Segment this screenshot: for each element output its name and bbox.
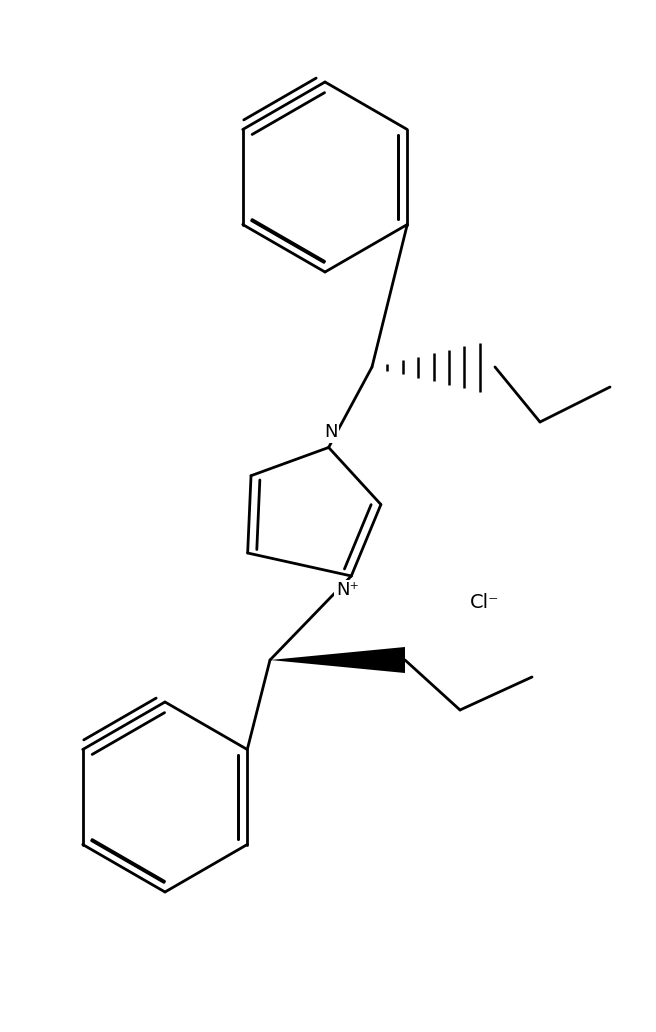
Polygon shape: [270, 647, 405, 673]
Text: Cl⁻: Cl⁻: [470, 592, 500, 612]
Text: N: N: [324, 423, 337, 442]
Text: N⁺: N⁺: [336, 581, 359, 599]
